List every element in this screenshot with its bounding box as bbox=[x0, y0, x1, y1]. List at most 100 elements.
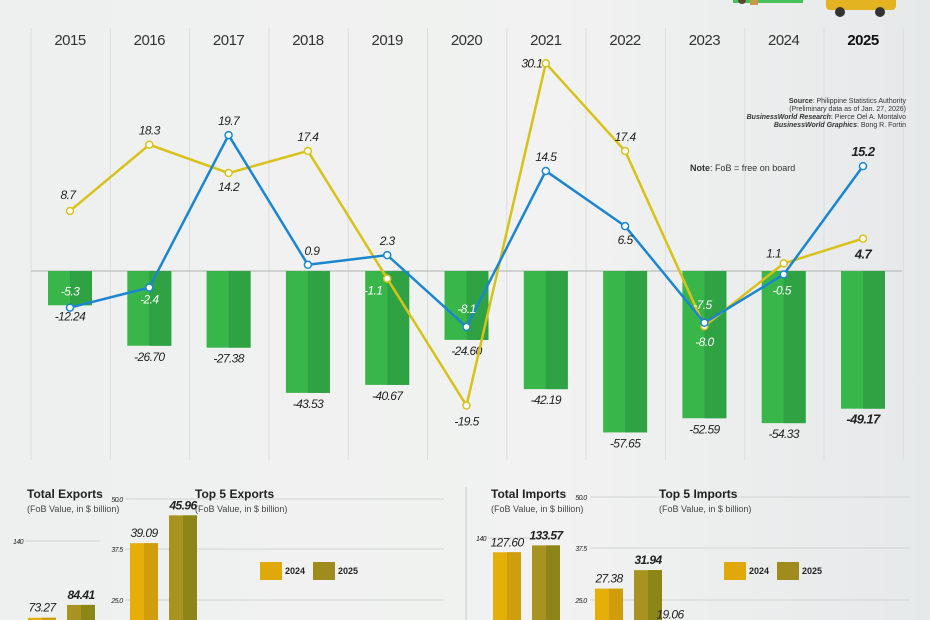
series-value-label-yellow: -19.5 bbox=[454, 415, 479, 429]
value-bar-shade bbox=[81, 604, 95, 620]
legend-swatch-2024 bbox=[724, 562, 746, 580]
legend-exports: 2024 2025 bbox=[260, 562, 358, 580]
series-point-yellow bbox=[303, 146, 313, 156]
series-point-blue bbox=[65, 303, 75, 312]
legend-imports: 2024 2025 bbox=[724, 562, 822, 580]
series-point-yellow bbox=[145, 140, 154, 149]
legend-label-2024: 2024 bbox=[749, 566, 770, 576]
axis-tick-label: 50.0 bbox=[575, 495, 587, 502]
legend-label-2024: 2024 bbox=[285, 566, 306, 576]
box-icon bbox=[750, 0, 758, 5]
bar-value-label: -26.70 bbox=[134, 350, 165, 364]
axis-tick-label: 140 bbox=[13, 539, 24, 546]
series-value-label-yellow: 8.7 bbox=[61, 188, 78, 202]
balance-bar-shade bbox=[70, 271, 92, 306]
top5-exports-subtitle: (FoB Value, in $ billion) bbox=[195, 504, 288, 514]
series-point-yellow bbox=[779, 259, 788, 268]
source-prelim: (Preliminary data as of Jan. 27, 2026) bbox=[789, 106, 906, 113]
bar-value-label: -57.65 bbox=[610, 436, 641, 450]
axis-tick-label: 25.0 bbox=[574, 598, 587, 605]
series-value-label-blue: -2.4 bbox=[140, 293, 159, 307]
series-value-label-yellow: -1.1 bbox=[364, 284, 382, 298]
bar-value-label: -42.19 bbox=[531, 393, 562, 407]
truck-illustration-icon bbox=[738, 0, 896, 17]
series-point-blue bbox=[541, 166, 551, 176]
balance-bar-shade bbox=[149, 271, 172, 346]
axis-tick-label: 37.5 bbox=[575, 546, 587, 553]
value-bar-shade bbox=[144, 543, 158, 620]
series-point-blue bbox=[303, 260, 313, 270]
legend-swatch-2025 bbox=[777, 562, 800, 580]
legend-label-2025: 2025 bbox=[338, 566, 359, 576]
series-point-blue bbox=[779, 270, 788, 279]
truck-wheel bbox=[835, 7, 845, 17]
axis-tick-label: 50.0 bbox=[111, 497, 123, 504]
series-value-label-blue: -5.3 bbox=[61, 285, 80, 299]
bar-value-label: 19.06 bbox=[656, 607, 684, 620]
balance-bar-shade bbox=[307, 271, 330, 393]
bar-value-label: 84.41 bbox=[67, 588, 95, 602]
year-label: 2018 bbox=[292, 32, 324, 49]
legend-label-2025: 2025 bbox=[802, 566, 823, 576]
balance-bar-shade bbox=[625, 271, 648, 433]
series-point-blue bbox=[224, 130, 233, 140]
year-label: 2024 bbox=[768, 32, 800, 49]
value-bar-shade bbox=[507, 552, 521, 620]
bar-value-label: -43.53 bbox=[293, 397, 324, 411]
bar-value-label: -24.60 bbox=[451, 344, 482, 358]
series-point-yellow bbox=[382, 274, 392, 283]
series-value-label-blue: -8.1 bbox=[457, 302, 475, 316]
bar-value-label: 133.57 bbox=[529, 528, 564, 542]
series-point-yellow bbox=[65, 206, 75, 216]
total-imports-subtitle: (FoB Value, in $ billion) bbox=[491, 504, 584, 514]
top-banner-accent bbox=[733, 0, 803, 3]
source-text: : Philippine Statistics Authority bbox=[812, 98, 906, 105]
series-value-label-yellow: 18.3 bbox=[139, 124, 161, 138]
year-label: 2017 bbox=[213, 32, 245, 49]
axis-tick-label: 140 bbox=[476, 536, 487, 543]
series-value-label-yellow: 30.1 bbox=[521, 56, 542, 70]
year-label: 2016 bbox=[134, 32, 166, 49]
series-value-label-blue: -0.5 bbox=[773, 283, 792, 297]
truck-wheel bbox=[875, 7, 885, 17]
value-bar-shade bbox=[648, 570, 662, 620]
series-point-yellow bbox=[541, 59, 551, 68]
legend-swatch-2025 bbox=[313, 562, 336, 580]
series-point-blue bbox=[620, 221, 630, 231]
graphics-label: BusinessWorld Graphics bbox=[773, 122, 857, 129]
series-value-label-yellow: 17.4 bbox=[615, 130, 637, 144]
bar-value-label: 31.94 bbox=[634, 553, 662, 567]
series-point-yellow bbox=[462, 401, 471, 410]
note: Note: FoB = free on board bbox=[690, 163, 795, 173]
note-text: : FoB = free on board bbox=[710, 163, 796, 173]
bar-value-label: -40.67 bbox=[372, 389, 404, 403]
series-value-label-yellow: -8.0 bbox=[695, 335, 714, 349]
source-label: Source bbox=[788, 98, 813, 105]
series-value-label-blue: 6.5 bbox=[618, 233, 634, 247]
bar-value-label: 127.60 bbox=[490, 535, 524, 549]
balance-bar-shade bbox=[228, 271, 251, 348]
series-point-yellow bbox=[620, 146, 630, 156]
research-text: : Pierce Oel A. Montalvo bbox=[830, 114, 906, 121]
total-exports-title: Total Exports bbox=[27, 487, 103, 501]
series-value-label-yellow: 17.4 bbox=[297, 130, 319, 144]
value-bar-shade bbox=[183, 515, 197, 620]
series-point-blue bbox=[382, 250, 392, 260]
bar-value-label: 73.27 bbox=[28, 601, 57, 615]
balance-bar-shade bbox=[387, 271, 410, 385]
series-value-label-blue: 15.2 bbox=[852, 144, 876, 159]
balance-bar-shade bbox=[704, 271, 727, 419]
total-imports-title: Total Imports bbox=[491, 487, 567, 501]
bar-value-label: 27.38 bbox=[594, 572, 623, 586]
series-point-blue bbox=[858, 161, 868, 171]
series-value-label-blue: -7.5 bbox=[693, 298, 712, 312]
year-label: 2025 bbox=[847, 32, 879, 49]
series-value-label-yellow: 1.1 bbox=[766, 246, 781, 260]
year-label: 2019 bbox=[372, 32, 404, 49]
top5-imports-subtitle: (FoB Value, in $ billion) bbox=[659, 504, 752, 514]
source-credit: Source: Philippine Statistics Authority … bbox=[747, 98, 906, 130]
series-point-blue bbox=[145, 283, 154, 292]
series-value-label-blue: 19.7 bbox=[218, 114, 241, 128]
year-label: 2020 bbox=[451, 32, 483, 49]
